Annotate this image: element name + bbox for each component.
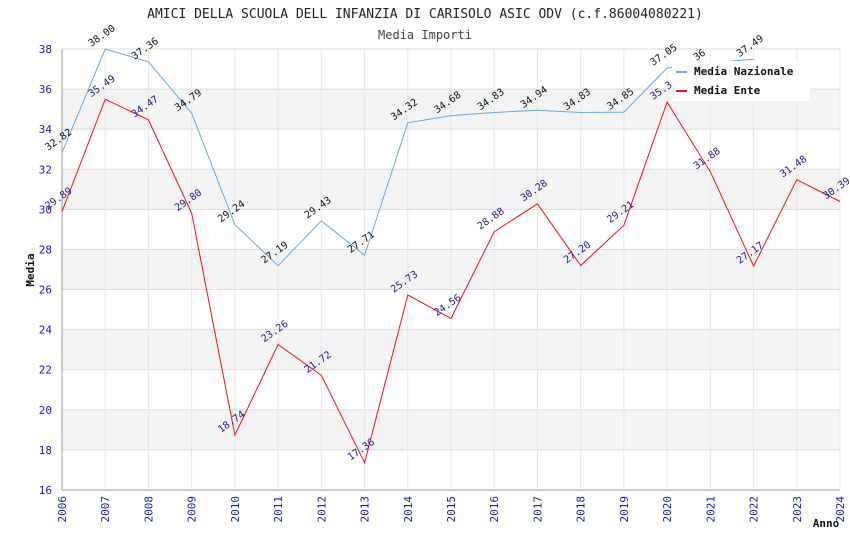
x-tick-label: 2011 xyxy=(272,496,285,523)
x-tick-label: 2012 xyxy=(315,496,328,523)
data-label-media-nazionale: 37.49 xyxy=(735,33,766,59)
y-tick-label: 20 xyxy=(39,404,52,417)
y-tick-labels: 16 18 20 22 24 26 28 30 32 34 36 38 xyxy=(39,43,53,497)
y-tick-label: 28 xyxy=(39,243,52,256)
chart-title: AMICI DELLA SCUOLA DELL INFANZIA DI CARI… xyxy=(147,7,703,22)
y-tick-label: 30 xyxy=(39,203,52,216)
x-tick-label: 2024 xyxy=(834,496,847,523)
y-tick-label: 26 xyxy=(39,284,52,297)
x-tick-label: 2013 xyxy=(359,496,372,523)
y-tick-label: 32 xyxy=(39,163,52,176)
x-tick-label: 2018 xyxy=(575,496,588,523)
legend-entry-media-ente: Media Ente xyxy=(694,84,761,97)
x-tick-label: 2009 xyxy=(186,496,199,523)
legend: Media Nazionale Media Ente xyxy=(672,61,810,101)
x-tick-label: 2014 xyxy=(402,496,415,523)
x-tick-label: 2019 xyxy=(618,496,631,523)
chart-subtitle: Media Importi xyxy=(378,28,472,42)
y-tick-label: 24 xyxy=(39,324,53,337)
axes xyxy=(61,49,840,491)
x-tick-label: 2015 xyxy=(445,496,458,523)
data-label-media-nazionale: 38.00 xyxy=(87,23,118,49)
legend-entry-media-nazionale: Media Nazionale xyxy=(694,65,794,78)
data-label-media-ente: 28.88 xyxy=(476,206,507,232)
y-tick-label: 36 xyxy=(39,83,52,96)
legend-background xyxy=(672,61,810,101)
x-tick-label: 2021 xyxy=(704,496,717,523)
x-tick-label: 2010 xyxy=(229,496,242,523)
data-label-media-ente: 24.56 xyxy=(432,293,463,319)
series-line-media-ente xyxy=(61,98,841,465)
y-tick-label: 22 xyxy=(39,364,52,377)
x-tick-label: 2016 xyxy=(488,496,501,523)
x-tick-label: 2020 xyxy=(661,496,674,523)
x-tick-label: 2017 xyxy=(531,496,544,523)
grid-lines xyxy=(61,48,841,491)
x-tick-label: 2023 xyxy=(791,496,804,523)
x-tick-label: 2006 xyxy=(56,496,69,523)
x-tick-label: 2007 xyxy=(99,496,112,523)
series-line-media-nazionale xyxy=(61,48,754,267)
y-tick-label: 16 xyxy=(39,484,52,497)
y-axis-label: Media xyxy=(24,253,37,286)
y-tick-label: 34 xyxy=(39,123,53,136)
y-tick-label: 38 xyxy=(39,43,52,56)
x-tick-labels: 2006 2007 2008 2009 2010 2011 2012 2013 2014 2015… xyxy=(56,496,847,523)
x-tick-label: 2022 xyxy=(748,496,761,523)
y-tick-label: 18 xyxy=(39,444,52,457)
x-axis-label: Anno xyxy=(813,517,840,530)
x-tick-label: 2008 xyxy=(142,496,155,523)
